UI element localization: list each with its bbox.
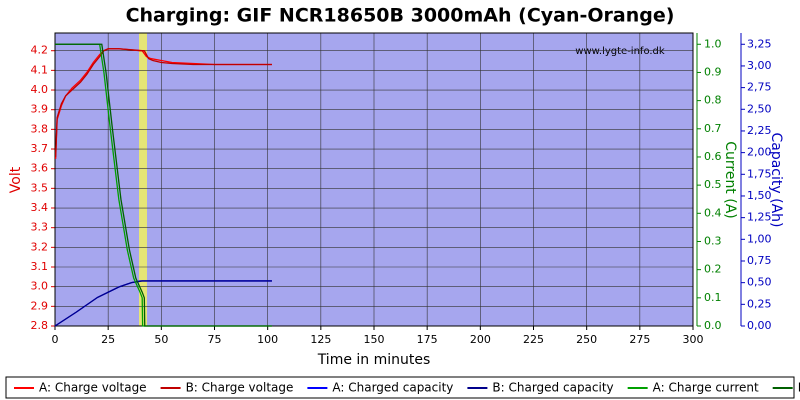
x-tick-label: 100 [257, 333, 278, 346]
y3-tick-label: 2,75 [747, 81, 772, 94]
y2-tick-label: 0.7 [704, 122, 722, 135]
y3-tick-label: 2,50 [747, 102, 772, 115]
y-tick-label: 4.0 [31, 83, 49, 96]
x-tick-label: 300 [683, 333, 704, 346]
legend-label: A: Charge voltage [39, 381, 147, 395]
series-line [54, 48, 272, 157]
y-tick-label: 3.9 [31, 103, 49, 116]
series-line [55, 43, 272, 327]
x-tick-label: 50 [154, 333, 168, 346]
y3-tick-label: 3,00 [747, 59, 772, 72]
y-tick-label: 3.1 [31, 260, 49, 273]
y-tick-label: 3.6 [31, 162, 49, 175]
y3-tick-label: 0,50 [747, 276, 772, 289]
y-tick-label: 3.8 [31, 122, 49, 135]
y-tick-label: 2.9 [31, 299, 49, 312]
y-tick-label: 3.3 [31, 221, 49, 234]
legend-label: A: Charge current [653, 381, 759, 395]
watermark: www.lygte-info.dk [575, 46, 665, 57]
y3-tick-label: 1,75 [747, 167, 772, 180]
x-tick-label: 25 [101, 333, 115, 346]
y-tick-label: 3.4 [31, 201, 49, 214]
y2-tick-label: 1.0 [704, 37, 722, 50]
legend-label: A: Charged capacity [332, 381, 453, 395]
y2-tick-label: 0.0 [704, 319, 722, 332]
x-tick-label: 175 [417, 333, 438, 346]
marker-band [139, 33, 147, 326]
y3-tick-label: 0,25 [747, 297, 772, 310]
chart-title: Charging: GIF NCR18650B 3000mAh (Cyan-Or… [126, 5, 675, 27]
x-tick-label: 150 [364, 333, 385, 346]
x-tick-label: 250 [576, 333, 597, 346]
y2-tick-label: 0.8 [704, 94, 722, 107]
x-tick-label: 200 [470, 333, 491, 346]
y-axis-title: Volt [8, 166, 24, 193]
plot-border [54, 32, 694, 327]
y3-tick-label: 0,75 [747, 254, 772, 267]
legend [5, 376, 795, 399]
y-tick-label: 4.2 [31, 44, 49, 57]
x-tick-label: 225 [523, 333, 544, 346]
y2-tick-label: 0.1 [704, 291, 722, 304]
y2-tick-label: 0.9 [704, 65, 722, 78]
y3-axis-title: Capacity (Ah) [768, 132, 784, 227]
y2-tick-label: 0.3 [704, 234, 722, 247]
y3-tick-label: 1,50 [747, 189, 772, 202]
x-axis-title: Time in minutes [317, 352, 431, 368]
y-tick-label: 3.2 [31, 240, 49, 253]
y2-tick-label: 0.5 [704, 178, 722, 191]
y-tick-label: 3.7 [31, 142, 49, 155]
y2-tick-label: 0.6 [704, 150, 722, 163]
x-tick-label: 125 [310, 333, 331, 346]
y2-tick-label: 0.4 [704, 206, 722, 219]
x-tick-label: 75 [208, 333, 222, 346]
y2-axis-title: Current (A) [722, 141, 738, 219]
y-tick-label: 2.8 [31, 319, 49, 332]
y3-tick-label: 2,25 [747, 124, 772, 137]
y-tick-label: 3.0 [31, 280, 49, 293]
y3-tick-label: 3,25 [747, 37, 772, 50]
x-tick-label: 0 [52, 333, 59, 346]
legend-label: B: Charge voltage [186, 381, 294, 395]
y3-tick-label: 1,25 [747, 211, 772, 224]
y3-tick-label: 0,00 [747, 319, 772, 332]
legend-label: B: Charge current [798, 381, 800, 395]
x-tick-label: 275 [629, 333, 650, 346]
y-tick-label: 3.5 [31, 181, 49, 194]
legend-label: B: Charged capacity [492, 381, 613, 395]
y3-tick-label: 2,00 [747, 146, 772, 159]
series-line [54, 280, 272, 327]
y-tick-label: 4.1 [31, 63, 49, 76]
y2-tick-label: 0.2 [704, 263, 722, 276]
y3-tick-label: 1,00 [747, 232, 772, 245]
